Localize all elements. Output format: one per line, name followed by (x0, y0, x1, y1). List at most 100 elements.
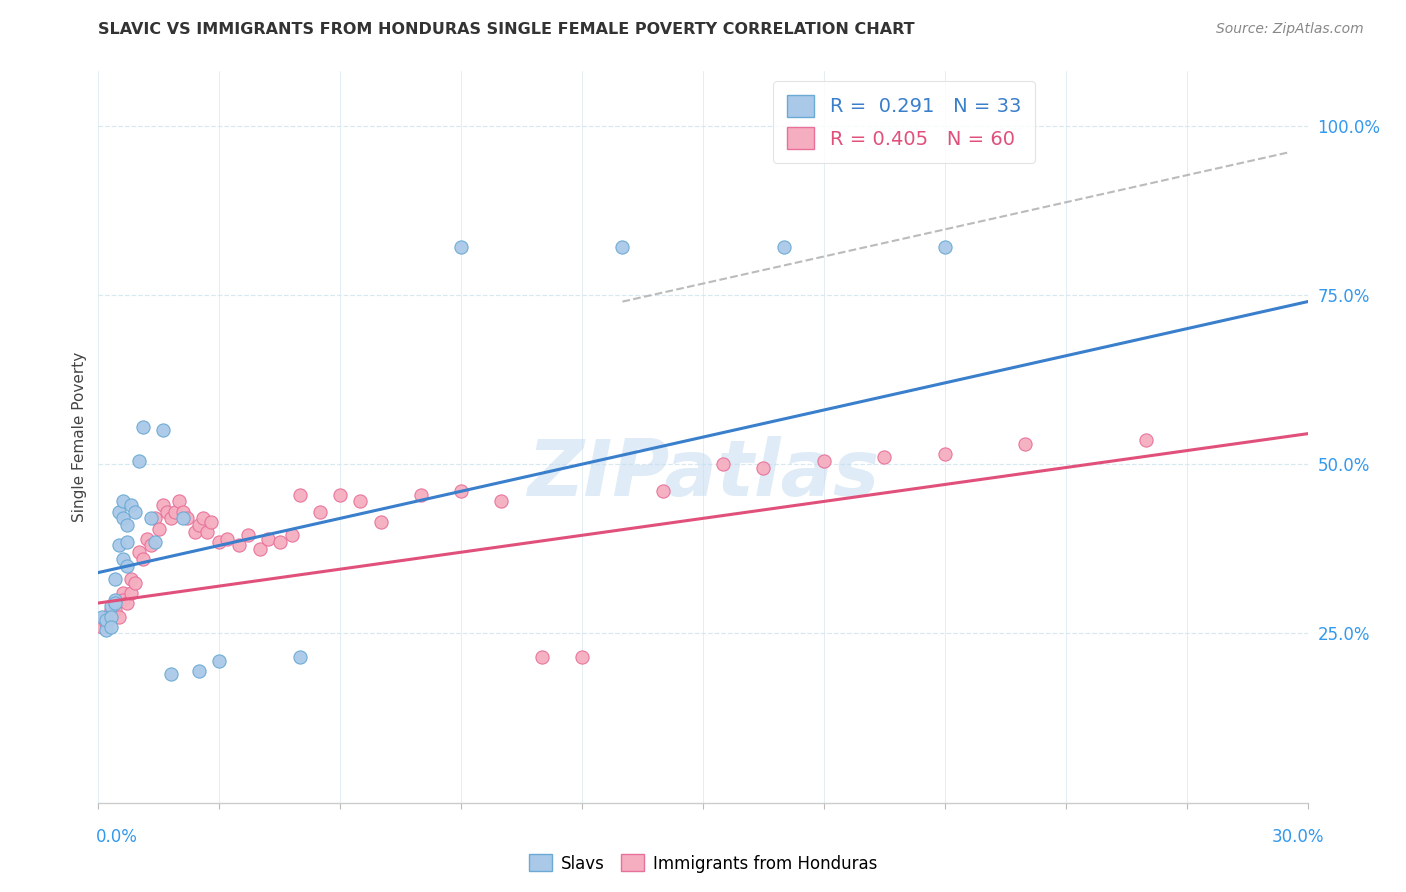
Point (160, 511, 183, 525)
Point (612, 240, 634, 254)
Point (934, 240, 956, 254)
Point (111, 494, 134, 508)
Point (91, 620, 114, 634)
Point (120, 572, 142, 586)
Point (873, 450, 896, 465)
Point (288, 650, 311, 665)
Point (111, 592, 134, 607)
Point (100, 609, 122, 624)
Point (128, 454, 150, 468)
Point (152, 423, 174, 437)
Point (711, 457, 734, 471)
Point (193, 511, 215, 525)
Point (188, 518, 211, 533)
Point (139, 538, 162, 552)
Point (409, 488, 432, 502)
Point (107, 609, 129, 624)
Point (111, 552, 134, 566)
Point (148, 521, 170, 535)
Point (217, 532, 239, 546)
Point (107, 538, 129, 552)
Point (249, 541, 271, 556)
Point (103, 572, 125, 586)
Point (100, 599, 122, 614)
Point (329, 488, 352, 502)
Point (772, 240, 794, 254)
Point (208, 654, 231, 668)
Point (139, 511, 162, 525)
Point (96, 613, 118, 627)
Point (107, 592, 129, 607)
Point (256, 532, 278, 546)
Point (571, 650, 593, 665)
Point (100, 620, 122, 634)
Point (91, 613, 114, 627)
Point (176, 511, 198, 525)
Point (281, 528, 304, 542)
Point (115, 535, 138, 549)
Point (208, 535, 231, 549)
Point (288, 488, 311, 502)
Legend: R =  0.291   N = 33, R = 0.405   N = 60: R = 0.291 N = 33, R = 0.405 N = 60 (773, 81, 1035, 163)
Point (96, 623, 118, 637)
Point (103, 592, 125, 607)
Point (236, 528, 259, 542)
Point (188, 664, 211, 678)
Point (120, 498, 142, 512)
Point (269, 535, 291, 549)
Point (115, 518, 138, 533)
Point (156, 505, 179, 519)
Point (96, 616, 118, 631)
Point (100, 609, 122, 624)
Point (103, 596, 125, 610)
Point (752, 460, 775, 475)
Point (103, 603, 125, 617)
Point (172, 511, 194, 525)
Point (103, 596, 125, 610)
Point (115, 558, 138, 573)
Point (228, 538, 250, 552)
Point (107, 505, 129, 519)
Point (111, 586, 134, 600)
Point (195, 524, 218, 539)
Point (100, 603, 122, 617)
Text: SLAVIC VS IMMIGRANTS FROM HONDURAS SINGLE FEMALE POVERTY CORRELATION CHART: SLAVIC VS IMMIGRANTS FROM HONDURAS SINGL… (98, 22, 915, 37)
Point (172, 505, 194, 519)
Y-axis label: Single Female Poverty: Single Female Poverty (72, 352, 87, 522)
Point (184, 524, 207, 539)
Point (115, 596, 138, 610)
Point (124, 505, 146, 519)
Point (143, 535, 166, 549)
Point (124, 575, 146, 590)
Point (120, 586, 142, 600)
Point (309, 505, 332, 519)
Point (91, 609, 114, 624)
Point (132, 420, 155, 434)
Text: 0.0%: 0.0% (96, 828, 138, 846)
Point (96, 609, 118, 624)
Point (1135, 434, 1157, 448)
Point (143, 511, 166, 525)
Point (450, 484, 472, 499)
Point (1014, 437, 1036, 451)
Point (163, 505, 186, 519)
Point (934, 447, 956, 461)
Point (349, 494, 371, 508)
Legend: Slavs, Immigrants from Honduras: Slavs, Immigrants from Honduras (522, 847, 884, 880)
Point (111, 511, 134, 525)
Point (651, 484, 673, 499)
Text: Source: ZipAtlas.com: Source: ZipAtlas.com (1216, 22, 1364, 37)
Point (200, 515, 222, 529)
Point (135, 532, 157, 546)
Point (491, 494, 513, 508)
Point (813, 454, 835, 468)
Point (370, 515, 392, 529)
Point (530, 650, 553, 665)
Text: ZIPatlas: ZIPatlas (527, 435, 879, 512)
Point (128, 545, 150, 559)
Text: 30.0%: 30.0% (1272, 828, 1324, 846)
Point (450, 240, 472, 254)
Point (152, 498, 174, 512)
Point (167, 494, 190, 508)
Point (132, 552, 155, 566)
